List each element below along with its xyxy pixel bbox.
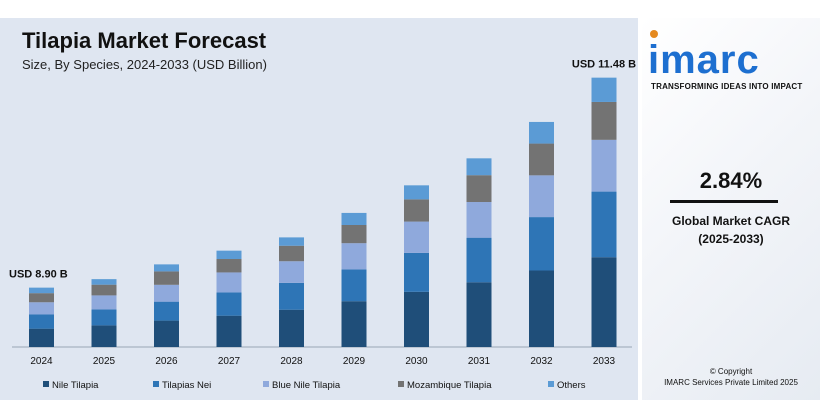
legend-label-1: Tilapias Nei xyxy=(162,380,211,391)
bar-segment-2027-s2 xyxy=(216,272,242,293)
copyright-line2: IMARC Services Private Limited 2025 xyxy=(664,378,798,387)
bar-segment-2030-s3 xyxy=(404,199,429,222)
chart-title: Tilapia Market Forecast xyxy=(22,28,267,53)
bar-segment-2030-s0 xyxy=(404,291,429,347)
copyright: © Copyright IMARC Services Private Limit… xyxy=(642,366,820,388)
bar-segment-2032-s2 xyxy=(529,175,554,218)
bar-segment-2029-s2 xyxy=(341,243,367,270)
legend-swatch-3 xyxy=(398,381,404,387)
x-tick-label: 2029 xyxy=(343,356,366,367)
x-tick-label: 2026 xyxy=(155,356,178,367)
cagr-label: Global Market CAGR (2025-2033) xyxy=(642,212,820,248)
bar-segment-2026-s1 xyxy=(154,301,179,321)
x-tick-label: 2031 xyxy=(468,356,491,367)
bar-segment-2028-s1 xyxy=(279,282,304,310)
x-tick-label: 2032 xyxy=(530,356,553,367)
copyright-line1: © Copyright xyxy=(709,367,753,376)
x-tick-label: 2030 xyxy=(405,356,428,367)
bar-segment-2025-s3 xyxy=(91,284,117,296)
bar-segment-2028-s4 xyxy=(279,237,304,246)
bar-segment-2033-s0 xyxy=(591,257,617,347)
legend-swatch-1 xyxy=(153,381,159,387)
bar-segment-2026-s4 xyxy=(154,264,179,272)
bar-segment-2030-s1 xyxy=(404,252,429,292)
bar-segment-2025-s2 xyxy=(91,295,117,310)
brand-tagline: TRANSFORMING IDEAS INTO IMPACT xyxy=(651,82,803,91)
brand-panel xyxy=(642,18,820,400)
bar-segment-2028-s2 xyxy=(279,261,304,283)
value-annotation: USD 8.90 B xyxy=(9,269,68,281)
bar-segment-2033-s3 xyxy=(591,101,617,140)
bar-segment-2028-s3 xyxy=(279,245,304,262)
legend-swatch-4 xyxy=(548,381,554,387)
value-annotation: USD 11.48 B xyxy=(572,59,636,71)
logo-dot-icon xyxy=(650,30,658,38)
legend-label-0: Nile Tilapia xyxy=(52,380,99,391)
bar-segment-2029-s0 xyxy=(341,301,367,347)
bar-segment-2029-s4 xyxy=(341,212,367,226)
bar-segment-2029-s3 xyxy=(341,225,367,244)
bar-segment-2032-s1 xyxy=(529,217,554,271)
legend-label-4: Others xyxy=(557,380,586,391)
bar-segment-2032-s4 xyxy=(529,121,554,144)
bar-segment-2024-s3 xyxy=(29,293,54,303)
bar-segment-2024-s1 xyxy=(29,314,54,329)
bar-segment-2030-s2 xyxy=(404,221,429,253)
bar-segment-2033-s4 xyxy=(591,77,617,102)
bar-segment-2031-s1 xyxy=(466,237,492,283)
cagr-label-line1: Global Market CAGR xyxy=(671,214,791,228)
cagr-divider xyxy=(670,200,778,203)
bar-segment-2030-s4 xyxy=(404,185,429,200)
bar-segment-2027-s3 xyxy=(216,259,242,273)
bar-segment-2027-s4 xyxy=(216,250,242,260)
bar-segment-2033-s2 xyxy=(591,139,617,192)
x-tick-label: 2027 xyxy=(218,356,241,367)
legend-swatch-2 xyxy=(263,381,269,387)
bar-segment-2025-s1 xyxy=(91,309,117,326)
bar-segment-2026-s0 xyxy=(154,320,179,347)
chart-subtitle: Size, By Species, 2024-2033 (USD Billion… xyxy=(22,57,267,72)
bar-segment-2024-s4 xyxy=(29,287,54,294)
bar-segment-2032-s0 xyxy=(529,270,554,347)
imarc-logo: imarc xyxy=(648,38,760,82)
bar-segment-2027-s1 xyxy=(216,292,242,316)
bar-segment-2031-s0 xyxy=(466,282,492,347)
bar-segment-2025-s0 xyxy=(91,325,117,347)
bar-segment-2026-s3 xyxy=(154,271,179,285)
x-tick-label: 2025 xyxy=(93,356,116,367)
cagr-value: 2.84% xyxy=(699,168,763,193)
bar-segment-2025-s4 xyxy=(91,279,117,285)
bar-segment-2024-s0 xyxy=(29,328,54,347)
stacked-bar-chart: 2024 2025 2026 2027 2028 2029 2030 2031 2032 2033… xyxy=(9,59,636,391)
bar-segment-2032-s3 xyxy=(529,143,554,176)
legend-swatch-0 xyxy=(43,381,49,387)
bar-segment-2031-s4 xyxy=(466,158,492,176)
bar-segment-2024-s2 xyxy=(29,302,54,315)
x-tick-label: 2028 xyxy=(280,356,303,367)
x-tick-label: 2024 xyxy=(30,356,53,367)
x-tick-label: 2033 xyxy=(593,356,616,367)
bar-segment-2028-s0 xyxy=(279,309,304,347)
legend-label-2: Blue Nile Tilapia xyxy=(272,380,341,391)
bar-segment-2033-s1 xyxy=(591,191,617,258)
bar-segment-2031-s3 xyxy=(466,175,492,203)
cagr-label-line2: (2025-2033) xyxy=(698,232,764,246)
bar-segment-2026-s2 xyxy=(154,284,179,302)
legend-label-3: Mozambique Tilapia xyxy=(407,380,492,391)
bar-segment-2031-s2 xyxy=(466,202,492,238)
bar-segment-2027-s0 xyxy=(216,315,242,347)
bar-segment-2029-s1 xyxy=(341,269,367,302)
